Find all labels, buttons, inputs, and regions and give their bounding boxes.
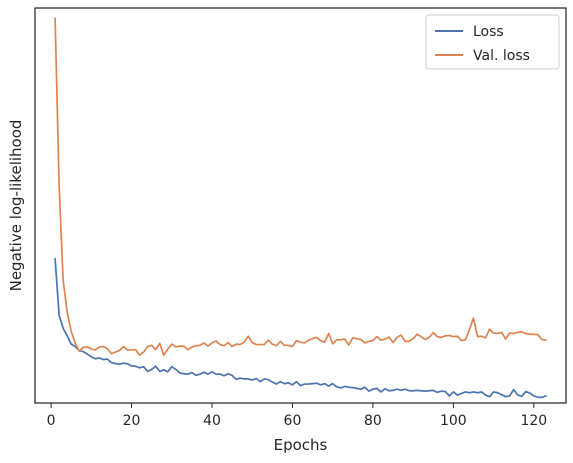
legend-label: Loss xyxy=(473,24,504,40)
x-tick-label: 120 xyxy=(520,413,547,429)
x-tick-label: 40 xyxy=(203,413,221,429)
series-line-loss xyxy=(54,257,547,399)
plot-frame xyxy=(34,7,567,404)
x-axis-label: Epochs xyxy=(274,436,328,454)
x-tick-label: 20 xyxy=(123,413,141,429)
series-layer xyxy=(54,17,547,399)
series-line-val-loss xyxy=(54,17,547,357)
x-axis-ticks: 0 20 40 60 80 100 120 xyxy=(47,403,547,429)
y-axis-label: Negative log-likelihood xyxy=(7,120,25,292)
legend: Loss Val. loss xyxy=(425,14,560,70)
legend-label: Val. loss xyxy=(473,48,530,64)
x-tick-label: 60 xyxy=(284,413,302,429)
x-tick-label: 0 xyxy=(47,413,56,429)
x-tick-label: 80 xyxy=(364,413,382,429)
x-tick-label: 100 xyxy=(440,413,467,429)
